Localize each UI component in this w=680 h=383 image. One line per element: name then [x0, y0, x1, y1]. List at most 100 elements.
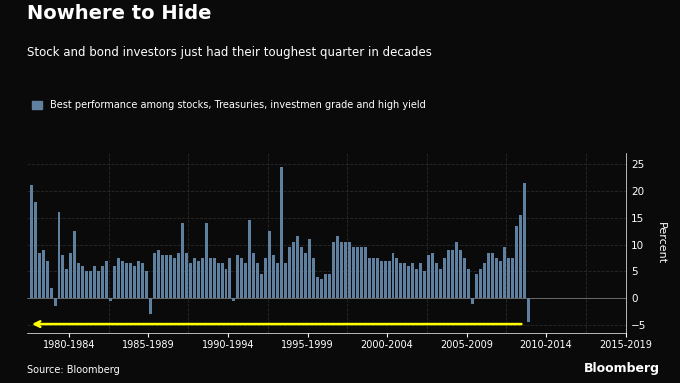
- Bar: [507, 258, 510, 298]
- Bar: [324, 274, 327, 298]
- Bar: [459, 250, 462, 298]
- Bar: [133, 266, 136, 298]
- Bar: [443, 258, 446, 298]
- Bar: [352, 247, 355, 298]
- Bar: [372, 258, 375, 298]
- Bar: [356, 247, 359, 298]
- Bar: [344, 242, 347, 298]
- Text: Nowhere to Hide: Nowhere to Hide: [27, 4, 211, 23]
- Bar: [125, 264, 128, 298]
- Bar: [82, 266, 84, 298]
- Bar: [137, 261, 140, 298]
- Bar: [336, 236, 339, 298]
- Bar: [149, 298, 152, 314]
- Bar: [50, 288, 52, 298]
- Bar: [161, 255, 164, 298]
- Bar: [487, 253, 490, 298]
- Bar: [332, 242, 335, 298]
- Bar: [316, 277, 319, 298]
- Bar: [308, 239, 311, 298]
- Text: Stock and bond investors just had their toughest quarter in decades: Stock and bond investors just had their …: [27, 46, 432, 59]
- Bar: [105, 261, 108, 298]
- Bar: [256, 264, 259, 298]
- Bar: [463, 258, 466, 298]
- Bar: [527, 298, 530, 322]
- Bar: [388, 261, 390, 298]
- Bar: [284, 264, 287, 298]
- Bar: [328, 274, 331, 298]
- Bar: [34, 201, 37, 298]
- Bar: [427, 255, 430, 298]
- Bar: [439, 269, 442, 298]
- Bar: [93, 266, 97, 298]
- Bar: [97, 272, 100, 298]
- Bar: [347, 242, 351, 298]
- Bar: [216, 264, 220, 298]
- Bar: [411, 264, 414, 298]
- Bar: [431, 253, 435, 298]
- Bar: [276, 264, 279, 298]
- Bar: [260, 274, 263, 298]
- Bar: [415, 269, 418, 298]
- Bar: [300, 247, 303, 298]
- Bar: [89, 272, 92, 298]
- Bar: [312, 258, 315, 298]
- Bar: [113, 266, 116, 298]
- Bar: [69, 253, 73, 298]
- Bar: [396, 258, 398, 298]
- Bar: [30, 185, 33, 298]
- Bar: [220, 264, 224, 298]
- Bar: [519, 215, 522, 298]
- Bar: [192, 258, 196, 298]
- Bar: [145, 272, 148, 298]
- Bar: [403, 264, 407, 298]
- Bar: [491, 253, 494, 298]
- Text: Source: Bloomberg: Source: Bloomberg: [27, 365, 120, 375]
- Bar: [233, 298, 235, 301]
- Bar: [201, 258, 203, 298]
- Bar: [296, 236, 299, 298]
- Bar: [340, 242, 343, 298]
- Bar: [252, 253, 255, 298]
- Bar: [165, 255, 168, 298]
- Bar: [205, 223, 207, 298]
- Bar: [379, 261, 383, 298]
- Bar: [189, 264, 192, 298]
- Bar: [364, 247, 367, 298]
- Bar: [455, 242, 458, 298]
- Bar: [515, 226, 517, 298]
- Bar: [121, 261, 124, 298]
- Bar: [292, 242, 295, 298]
- Bar: [65, 269, 69, 298]
- Bar: [265, 258, 267, 298]
- Bar: [523, 183, 526, 298]
- Y-axis label: Percent: Percent: [656, 222, 666, 264]
- Bar: [268, 231, 271, 298]
- Bar: [467, 269, 470, 298]
- Bar: [197, 261, 200, 298]
- Bar: [511, 258, 514, 298]
- Bar: [173, 258, 176, 298]
- Bar: [101, 266, 104, 298]
- Bar: [181, 223, 184, 298]
- Bar: [153, 253, 156, 298]
- Bar: [37, 253, 41, 298]
- Bar: [129, 264, 132, 298]
- Bar: [407, 266, 411, 298]
- Bar: [384, 261, 386, 298]
- Bar: [109, 298, 112, 301]
- Bar: [420, 264, 422, 298]
- Bar: [280, 167, 283, 298]
- Text: Bloomberg: Bloomberg: [583, 362, 660, 375]
- Bar: [375, 258, 379, 298]
- Bar: [78, 264, 80, 298]
- Bar: [360, 247, 362, 298]
- Bar: [272, 255, 275, 298]
- Bar: [157, 250, 160, 298]
- Bar: [244, 264, 248, 298]
- Bar: [483, 264, 486, 298]
- Bar: [435, 264, 438, 298]
- Bar: [86, 272, 88, 298]
- Bar: [54, 298, 56, 306]
- Bar: [209, 258, 211, 298]
